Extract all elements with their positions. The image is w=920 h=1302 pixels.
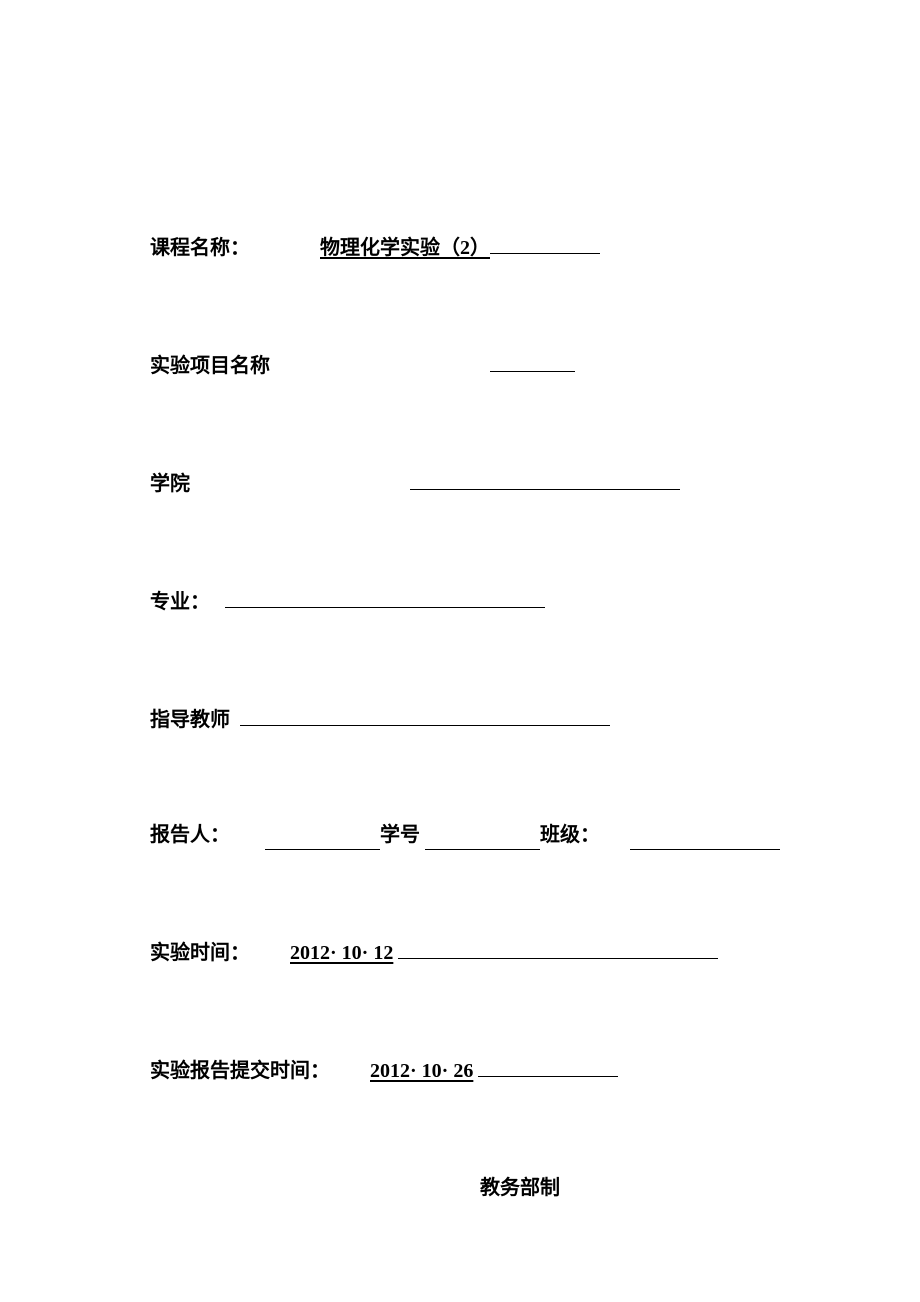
student-id-segment: 学号 [380, 820, 540, 850]
class-segment: 班级： [540, 820, 780, 850]
submit-time-label: 实验报告提交时间： [150, 1056, 330, 1086]
school-label: 学院 [150, 469, 190, 499]
reporter-blank [265, 826, 380, 850]
class-blank [630, 826, 780, 850]
experiment-time-blank [398, 935, 718, 959]
submit-time-value: 2012· 10· 26 [370, 1056, 473, 1086]
submit-time-row: 实验报告提交时间： 2012· 10· 26 [150, 1053, 770, 1086]
major-blank [225, 584, 545, 608]
class-label: 班级： [540, 824, 600, 846]
course-name-row: 课程名称： 物理化学实验（2） [150, 230, 770, 263]
student-id-label: 学号 [380, 824, 420, 846]
student-id-blank [425, 826, 540, 850]
major-row: 专业： [150, 584, 770, 617]
school-row: 学院 [150, 466, 770, 499]
instructor-row: 指导教师 [150, 702, 770, 735]
reporter-segment: 报告人： [150, 820, 380, 850]
footer-text: 教务部制 [270, 1171, 770, 1200]
major-label: 专业： [150, 587, 210, 617]
course-name-blank [490, 230, 600, 254]
course-name-value: 物理化学实验（2） [320, 233, 490, 263]
submit-time-blank [478, 1053, 618, 1077]
project-name-row: 实验项目名称 [150, 348, 770, 381]
experiment-time-row: 实验时间： 2012· 10· 12 [150, 935, 770, 968]
instructor-blank [240, 702, 610, 726]
form-page: 课程名称： 物理化学实验（2） 实验项目名称 学院 专业： 指导教师 报告人： [0, 0, 920, 1200]
school-blank [410, 466, 680, 490]
course-name-label: 课程名称： [150, 233, 250, 263]
project-name-label: 实验项目名称 [150, 351, 270, 381]
project-name-blank [490, 348, 575, 372]
experiment-time-value: 2012· 10· 12 [290, 938, 393, 968]
reporter-row: 报告人： 学号 班级： [150, 820, 770, 850]
experiment-time-label: 实验时间： [150, 938, 250, 968]
reporter-label: 报告人： [150, 824, 230, 846]
instructor-label: 指导教师 [150, 705, 230, 735]
